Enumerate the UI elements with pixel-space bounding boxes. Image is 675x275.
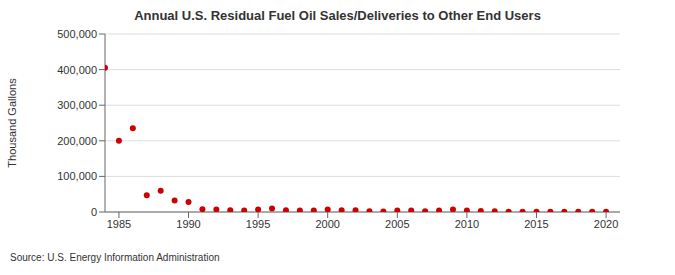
svg-text:1990: 1990 bbox=[176, 218, 200, 230]
svg-text:2020: 2020 bbox=[594, 218, 618, 230]
svg-text:100,000: 100,000 bbox=[57, 170, 97, 182]
svg-text:Thousand Gallons: Thousand Gallons bbox=[8, 78, 18, 168]
svg-text:2015: 2015 bbox=[524, 218, 548, 230]
html-text:Annual U.S. Residual Fuel Oil: Annual U.S. Residual Fuel Oil Sales/Deli… bbox=[134, 8, 541, 23]
svg-text:200,000: 200,000 bbox=[57, 135, 97, 147]
svg-text:1995: 1995 bbox=[246, 218, 270, 230]
svg-text:500,000: 500,000 bbox=[57, 28, 97, 40]
svg-text:1985: 1985 bbox=[107, 218, 131, 230]
svg-text:400,000: 400,000 bbox=[57, 64, 97, 76]
svg-text:300,000: 300,000 bbox=[57, 99, 97, 111]
html-text:Source: U.S. Energy Informatio: Source: U.S. Energy Information Administ… bbox=[10, 252, 220, 263]
svg-text:2000: 2000 bbox=[315, 218, 339, 230]
svg-text:2005: 2005 bbox=[385, 218, 409, 230]
svg-text:0: 0 bbox=[91, 206, 97, 218]
svg-text:2010: 2010 bbox=[455, 218, 479, 230]
